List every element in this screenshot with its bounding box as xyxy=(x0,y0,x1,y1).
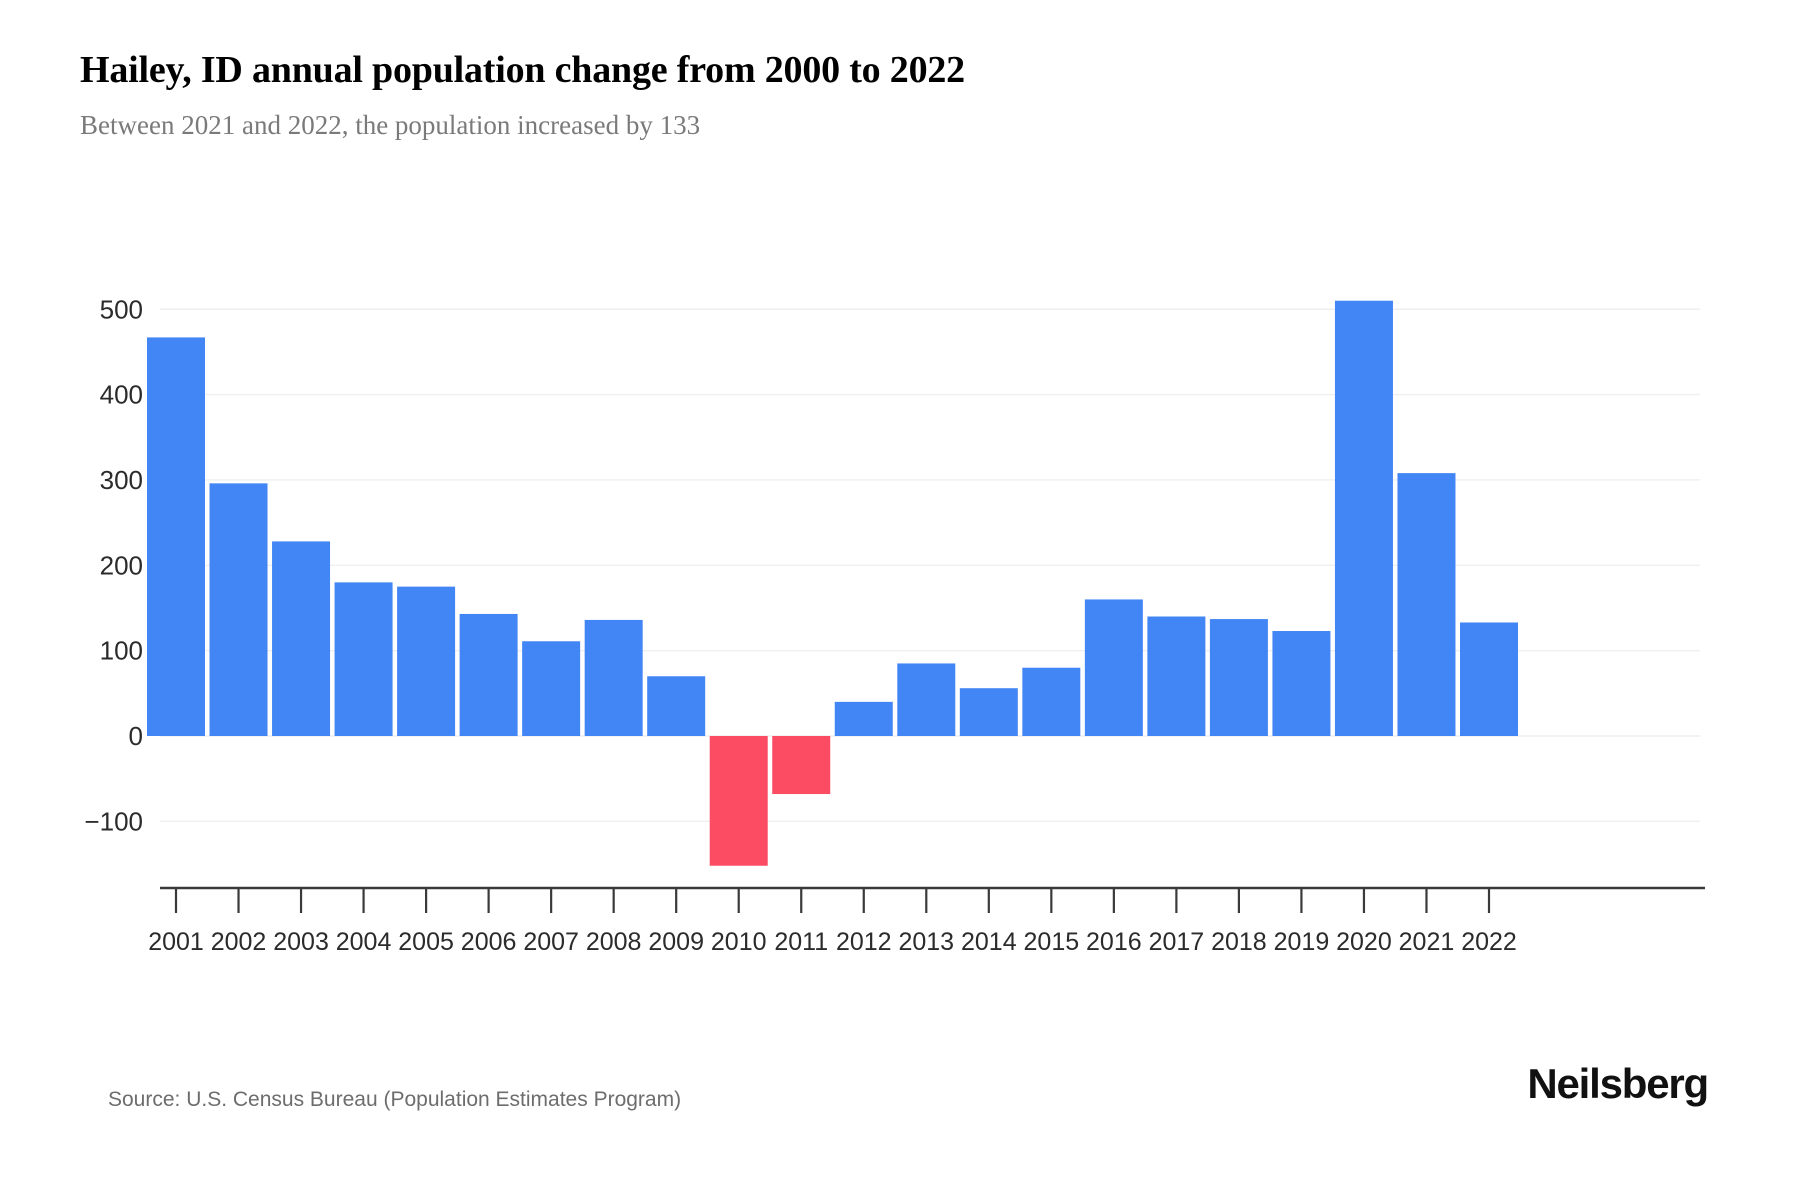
x-axis-tick-label: 2006 xyxy=(461,928,517,956)
y-axis-tick-label: 0 xyxy=(129,721,143,751)
bar-2022[interactable] xyxy=(1460,622,1518,736)
x-axis-tick-label: 2011 xyxy=(774,928,828,956)
y-axis-tick-label: 200 xyxy=(100,550,143,580)
x-axis-tick-label: 2010 xyxy=(711,928,767,956)
x-axis-tick-label: 2017 xyxy=(1149,928,1205,956)
x-axis-tick-label: 2013 xyxy=(898,928,954,956)
bar-2012[interactable] xyxy=(834,701,893,736)
bar-2003[interactable] xyxy=(272,541,331,736)
x-axis-tick-label: 2007 xyxy=(523,928,579,956)
x-axis-tick-label: 2004 xyxy=(336,928,392,956)
x-axis-tick-label: 2018 xyxy=(1211,928,1267,956)
x-axis-tick-label: 2019 xyxy=(1274,928,1330,956)
x-axis-tick-label: 2005 xyxy=(398,928,454,956)
chart-subtitle: Between 2021 and 2022, the population in… xyxy=(80,109,701,140)
bar-2006[interactable] xyxy=(459,613,518,736)
bar-2017[interactable] xyxy=(1147,616,1206,736)
x-axis-tick-label: 2022 xyxy=(1461,928,1517,956)
x-axis-tick-label: 2003 xyxy=(273,928,329,956)
bar-2019[interactable] xyxy=(1272,631,1331,736)
y-axis-tick-label: −100 xyxy=(84,806,143,836)
chart-header: Hailey, ID annual population change from… xyxy=(80,48,1720,141)
bar-2010[interactable] xyxy=(709,736,768,866)
x-axis-tick-label: 2015 xyxy=(1024,928,1080,956)
x-axis-tick-label: 2001 xyxy=(148,928,204,956)
bar-2011[interactable] xyxy=(772,736,831,795)
bar-2015[interactable] xyxy=(1022,667,1081,736)
bar-2004[interactable] xyxy=(334,582,393,736)
bar-2009[interactable] xyxy=(647,676,706,736)
bar-2020[interactable] xyxy=(1334,300,1393,736)
page-title: Hailey, ID annual population change from… xyxy=(80,49,965,91)
x-axis-tick-label: 2009 xyxy=(648,928,704,956)
x-axis-tick-label: 2020 xyxy=(1336,928,1392,956)
bar-2016[interactable] xyxy=(1084,599,1143,736)
y-axis-tick-label: 300 xyxy=(100,465,143,495)
x-axis-group xyxy=(160,886,1705,913)
x-axis-tick-label: 2002 xyxy=(211,928,267,956)
x-axis-tick-label: 2012 xyxy=(836,928,892,956)
bar-2013[interactable] xyxy=(897,663,956,736)
y-axis-tick-label: 100 xyxy=(100,636,143,666)
bar-2007[interactable] xyxy=(522,641,581,736)
y-axis-tick-label: 400 xyxy=(100,380,143,410)
source-note: Source: U.S. Census Bureau (Population E… xyxy=(108,1088,682,1111)
y-axis-tick-label: 500 xyxy=(100,294,143,324)
x-axis-tick-labels-group: 2001 2002 2003 2004 2005 2006 2007 2008 2009 2010… xyxy=(148,928,1517,956)
bar-2014[interactable] xyxy=(959,688,1018,736)
gridlines-group xyxy=(160,308,1700,823)
bar-2008[interactable] xyxy=(584,619,643,736)
bar-2005[interactable] xyxy=(397,586,456,736)
bar-2001[interactable] xyxy=(147,337,205,736)
x-axis-tick-label: 2016 xyxy=(1086,928,1142,956)
x-axis-tick-label: 2008 xyxy=(586,928,642,956)
bar-2002[interactable] xyxy=(209,483,268,736)
bars-group xyxy=(147,300,1518,866)
x-axis-tick-label: 2021 xyxy=(1399,928,1455,956)
bar-2018[interactable] xyxy=(1209,619,1268,736)
bar-2021[interactable] xyxy=(1397,473,1456,736)
brand-logo: Neilsberg xyxy=(1527,1060,1709,1107)
x-axis-tick-label: 2014 xyxy=(961,928,1017,956)
y-axis-tick-labels-group: −100 0 100 200 300 400 500 xyxy=(84,294,143,836)
